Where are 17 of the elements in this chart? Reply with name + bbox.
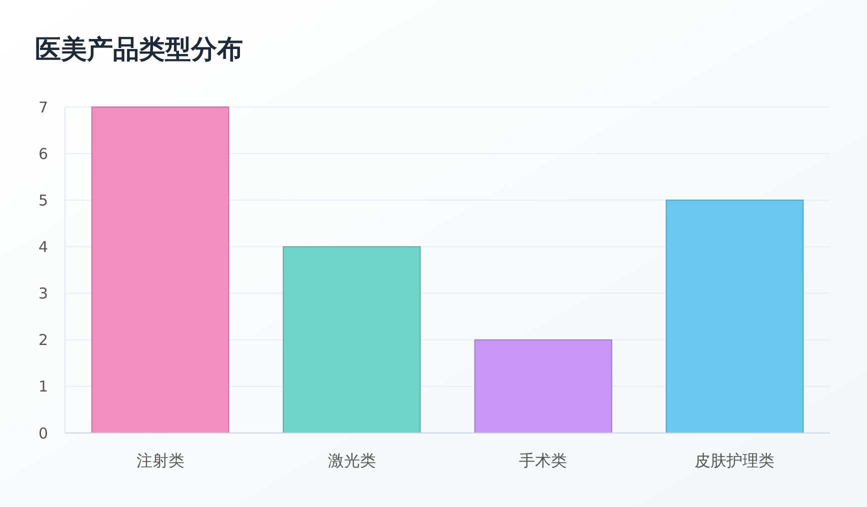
y-tick-label: 6 (38, 144, 48, 163)
bar (666, 200, 804, 434)
y-tick-label: 0 (38, 424, 48, 442)
y-tick-label: 3 (38, 284, 48, 303)
x-tick-label: 手术类 (519, 451, 568, 470)
bar (91, 106, 230, 434)
y-tick-label: 1 (38, 378, 48, 396)
x-tick-label: 注射类 (136, 451, 184, 470)
y-tick-label: 5 (38, 191, 48, 210)
y-tick-label: 7 (38, 98, 48, 116)
x-tick-label: 皮肤护理类 (694, 451, 775, 470)
bar (474, 339, 612, 434)
chart-title: 医美产品类型分布 (35, 35, 243, 65)
x-tick-label: 激光类 (328, 451, 376, 470)
bar (282, 246, 421, 434)
y-tick-label: 2 (38, 331, 48, 350)
y-tick-label: 4 (38, 238, 48, 256)
